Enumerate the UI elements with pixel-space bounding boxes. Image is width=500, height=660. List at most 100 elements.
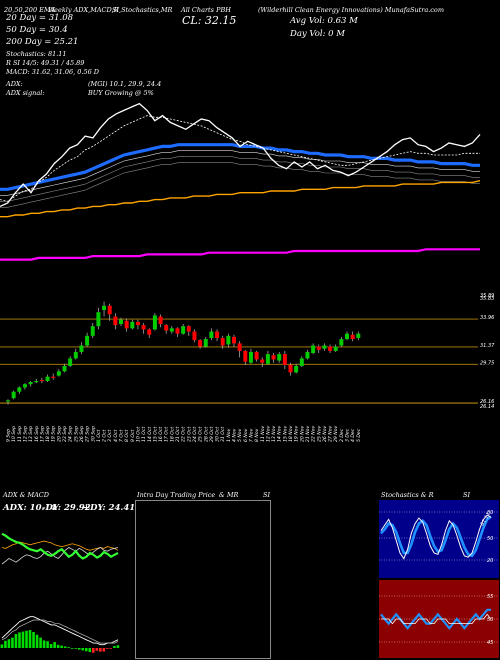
date-tick-label: 25 Oct [198,427,204,442]
date-tick-label: 24 Oct [192,427,198,442]
macd-bar [53,642,56,648]
date-tick-label: 14 Oct [147,427,153,442]
date-tick-label: 12 Sep [23,426,29,442]
candle-up [299,358,304,366]
candle-down [113,316,118,326]
candle-up [152,315,157,330]
candle-up [265,354,270,364]
date-tick-label: 5 Dec [356,428,362,442]
candle-up [22,384,27,388]
macd-bar [39,637,42,648]
candle-up [34,380,39,383]
date-tick-label: 11 Nov [260,425,266,442]
candle-up [6,400,10,402]
macd-label: MACD: 31.62, 31.06, 0.56 D [6,68,100,76]
date-tick-label: 16 Sep [34,426,40,442]
macd-bar [91,648,95,653]
date-tick-label: 15 Oct [152,427,158,442]
candle-down [237,343,242,351]
date-tick-label: 10 Sep [11,426,17,442]
date-tick-label: 27 Nov [328,425,334,442]
tab-ema[interactable]: 20,50,200 EMA [4,6,56,14]
date-tick-label: 15 Nov [282,425,288,442]
rsi-label: R SI 14/5: 49.31 / 45.89 [6,59,85,67]
date-tick-label: 30 Sep [90,426,96,442]
candle-up [311,345,316,354]
intraday-title: Intra Day Trading Price [137,491,216,499]
candle-down [260,359,265,363]
macd-bar [46,641,49,648]
tab-stochastics[interactable]: SI,Stochastics,MR [112,6,173,14]
candle-up [356,333,361,338]
candle-up [90,326,95,336]
candle-down [282,354,287,365]
intraday-title-mr: & MR [219,491,239,499]
date-tick-label: 2 Oct [102,430,108,443]
macd-bar [84,648,88,652]
stoch-title: Stochastics & R [381,491,434,499]
price-top-label: 35.83 [480,296,494,302]
date-tick-label: 21 Oct [175,427,181,442]
date-tick-label: 13 Sep [28,426,34,442]
stochastics-label: Stochastics: 81.11 [6,50,67,58]
stoch-tick-label: 50 [487,536,493,542]
ema-series-200-day [0,248,480,261]
candle-down [135,321,140,326]
day-volume: Day Vol: 0 M [290,29,345,39]
tab-weekly[interactable]: Weekly ADX,MACD,R [48,6,119,14]
date-tick-label: 23 Oct [186,427,192,442]
candle-up [73,351,78,359]
candle-down [186,326,191,332]
candle-up [45,376,50,381]
date-tick-label: 22 Oct [181,427,187,442]
macd-bar [95,648,99,651]
ema-series-50-day [0,143,480,191]
candle-up [28,382,33,385]
macd-bar [21,631,25,648]
ema-chart [0,102,481,261]
price-level-label: 33.96 [480,315,494,321]
date-tick-label: 14 Nov [277,425,283,442]
price-level-label: 31.37 [480,343,495,349]
tab-all-charts[interactable]: All Charts PBH [181,6,231,14]
date-tick-label: 21 Nov [305,425,311,442]
ema-envelope-line [0,150,480,196]
date-tick-label: 26 Sep [79,426,85,442]
adx-macd-title: ADX & MACD [3,491,49,499]
adx-panel: ADX: 10.14 -DY: 29.92 +DY: 24.41 [0,500,135,660]
date-tick-label: 19 Nov [294,425,300,442]
date-tick-label: 8 Oct [124,430,130,443]
date-tick-label: 10 Oct [136,427,142,442]
date-tick-label: 20 Sep [56,426,62,442]
date-tick-label: 4 Dec [350,428,356,442]
date-tick-label: 25 Nov [316,425,322,442]
stochastics-plot: 80 50 20 81.11 [379,510,499,564]
candle-down [232,336,236,344]
dmi-minus-line [1,547,119,565]
date-tick-label: 12 Nov [265,425,271,442]
macd-bar [60,645,63,648]
macd-bar [63,646,67,648]
stoch-tick-label: 80 [487,510,493,516]
date-tick-label: 23 Sep [62,426,68,442]
date-tick-label: 2 Dec [339,428,345,442]
date-tick-label: 18 Sep [45,426,51,442]
macd-bar [4,640,7,648]
date-tick-label: 11 Oct [141,427,147,442]
candle-up [102,305,107,311]
ema-series-20-day [0,115,480,202]
macd-bar [67,647,70,648]
candle-up [226,335,231,345]
macd-bar [99,648,102,652]
date-tick-label: 22 Nov [311,425,317,442]
candle-up [333,346,338,351]
macd-bar [11,637,14,648]
date-tick-label: 1 Nov [226,428,232,442]
date-tick-label: 4 Nov [232,428,238,442]
ema-series-close [0,102,481,207]
macd-line [1,616,119,646]
macd-bar [32,632,35,648]
adx-signal-label: ADX signal: [6,89,45,97]
dmi-plus-line [1,532,119,560]
